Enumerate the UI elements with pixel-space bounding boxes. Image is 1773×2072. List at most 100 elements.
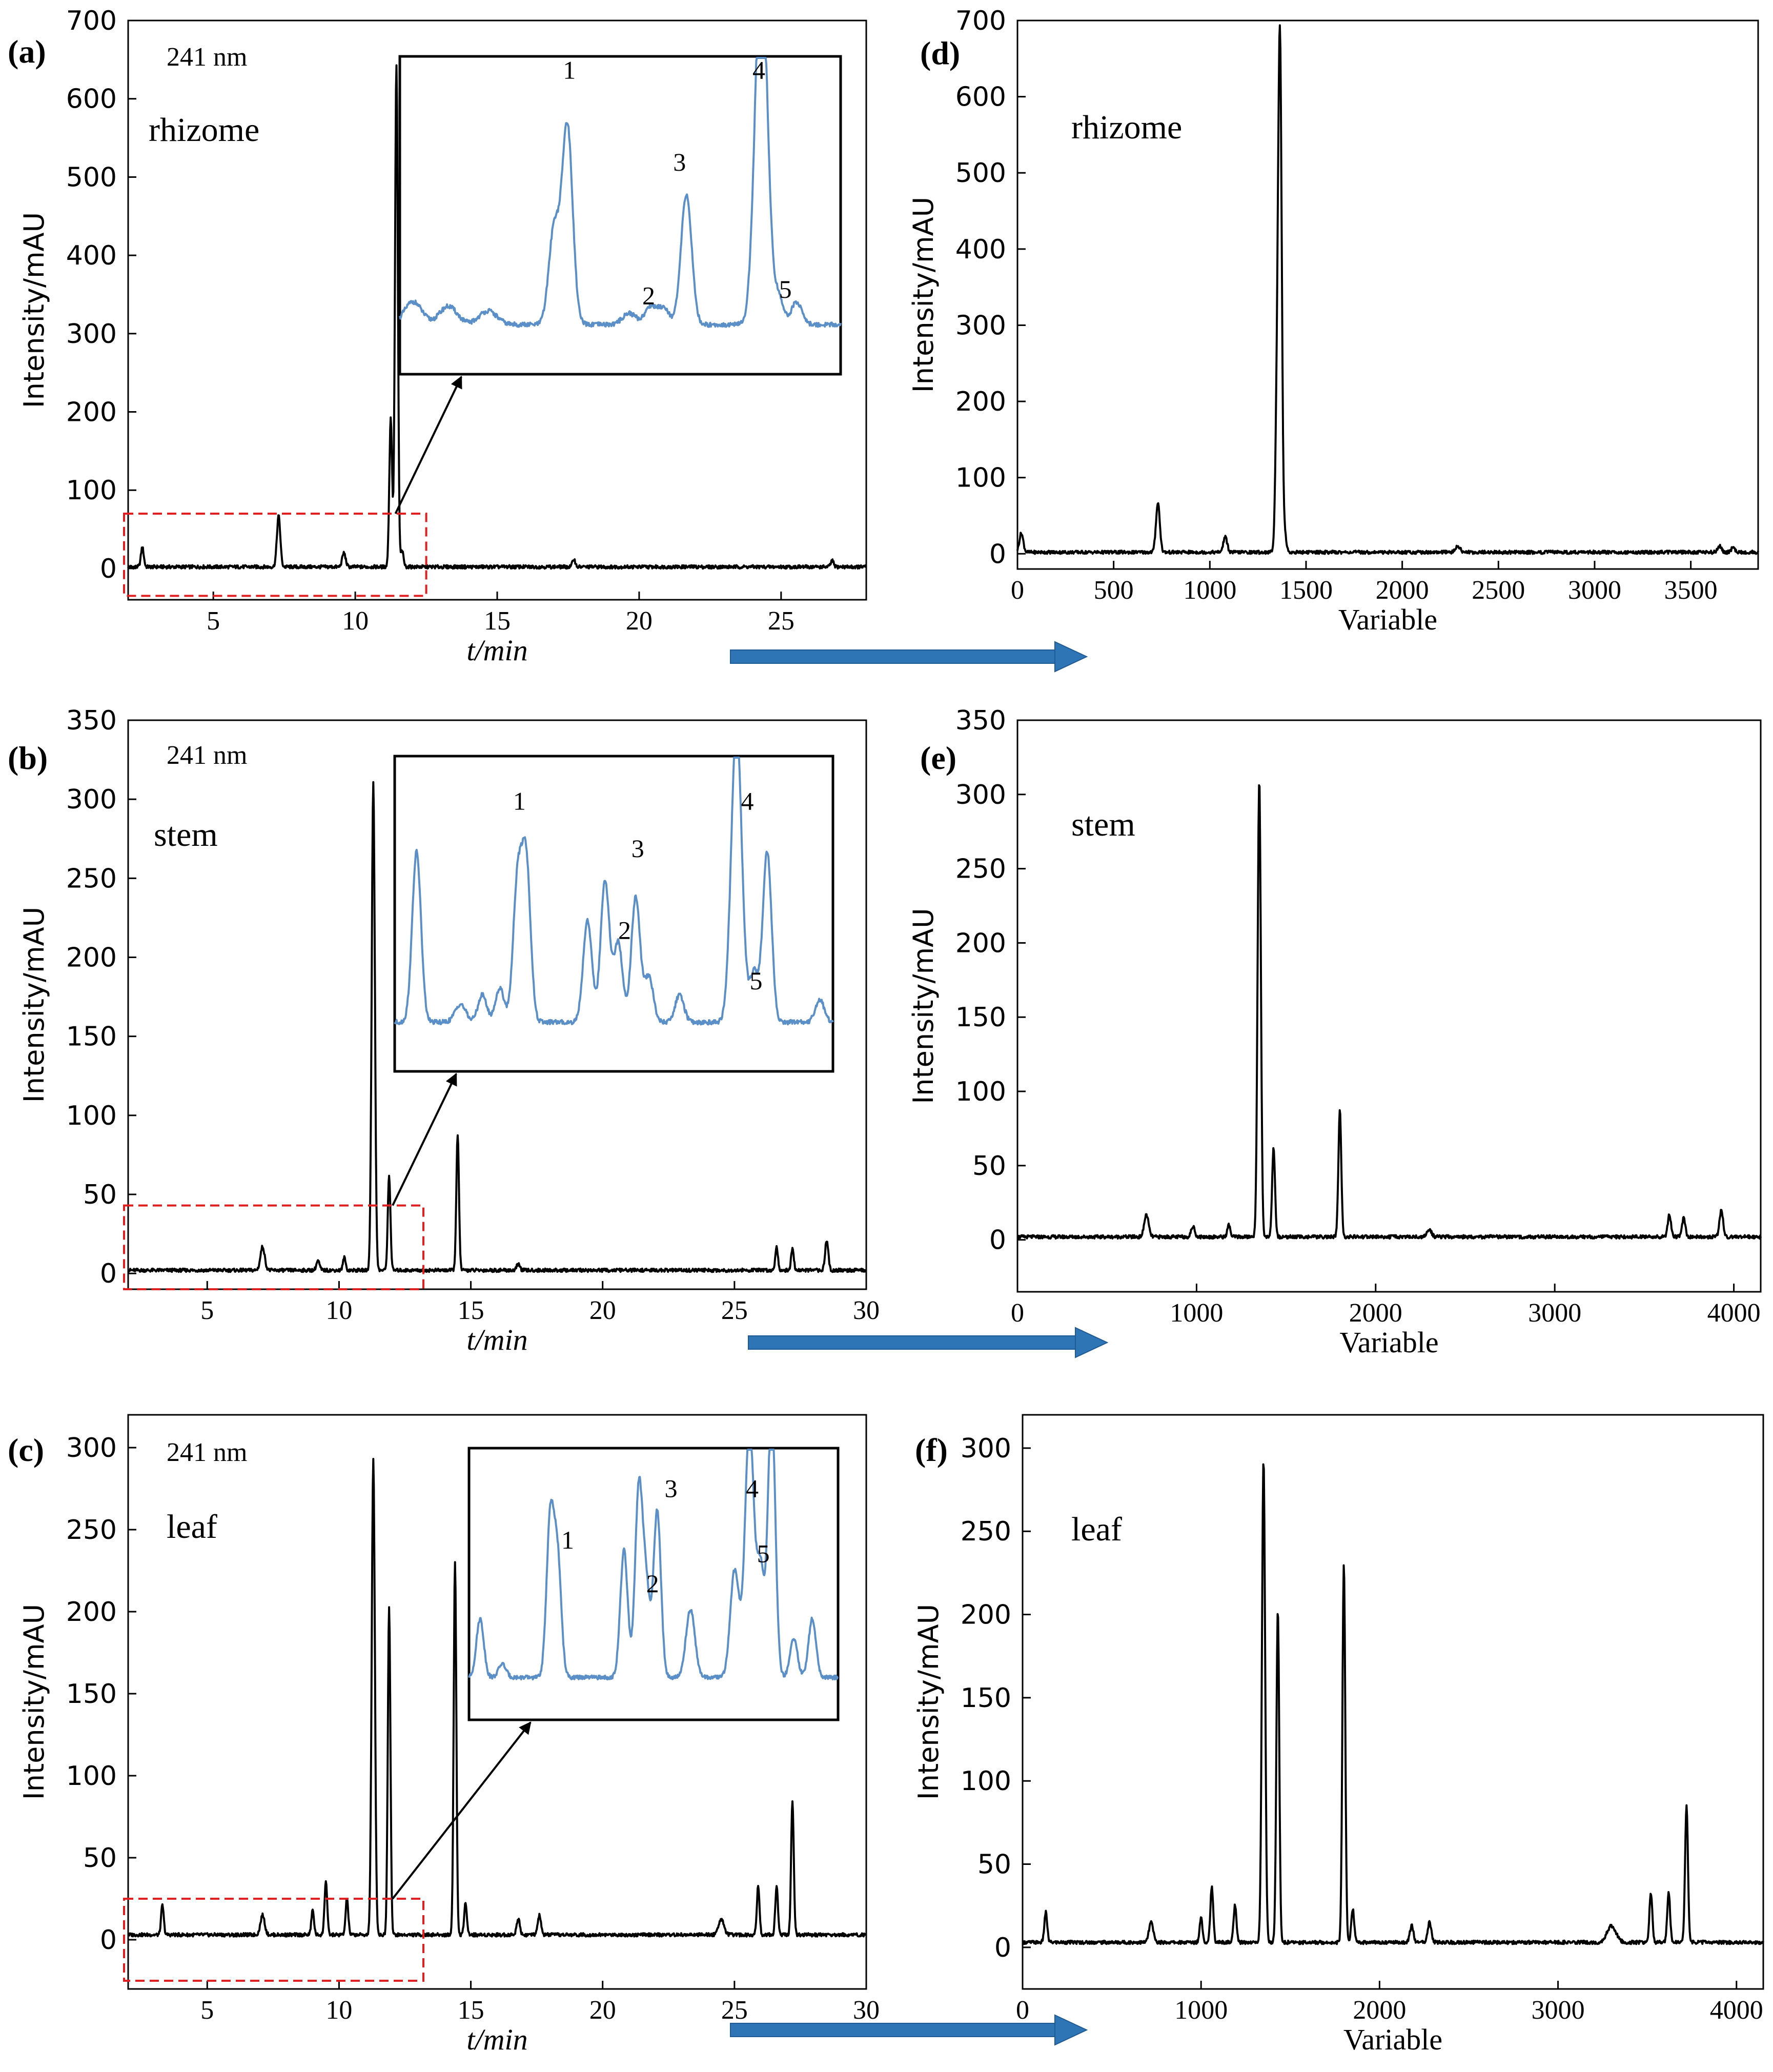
plot-frame-d (1016, 19, 1759, 570)
y-tick-label-e: 100 (955, 1076, 1006, 1107)
x-tick-label-c: 20 (589, 1996, 616, 2025)
inset-trace-c (468, 1449, 839, 1681)
y-tick-label-d: 300 (955, 310, 1006, 341)
inset-peak-label-c: 1 (561, 1526, 574, 1554)
x-tick-label-f: 4000 (1710, 1996, 1763, 2025)
y-tick-label-a: 700 (66, 6, 117, 36)
panel-label-c: (c) (8, 1432, 44, 1468)
wavelength-label-b: 241 nm (167, 741, 247, 770)
y-tick-label-f: 250 (961, 1516, 1011, 1547)
sample-label-f: leaf (1071, 1511, 1122, 1548)
wavelength-label-a: 241 nm (167, 43, 247, 72)
y-tick-label-a: 600 (66, 84, 117, 115)
y-tick-label-d: 100 (955, 463, 1006, 494)
y-axis-label-d: Intensity/mAU (907, 197, 940, 393)
inset-peak-label-c: 5 (757, 1539, 770, 1568)
sample-label-a: rhizome (149, 111, 259, 149)
inset-peak-label-b: 4 (741, 787, 753, 816)
x-tick-label-b: 25 (721, 1296, 748, 1325)
x-tick-label-c: 25 (721, 1996, 748, 2025)
y-tick-label-c: 100 (66, 1761, 117, 1792)
inset-peak-label-a: 1 (563, 55, 576, 84)
x-tick-label-e: 4000 (1707, 1298, 1761, 1328)
y-tick-label-f: 200 (961, 1600, 1011, 1631)
y-tick-label-e: 200 (955, 928, 1006, 959)
y-tick-label-d: 0 (989, 539, 1006, 570)
y-tick-label-d: 500 (955, 158, 1006, 189)
inset-peak-label-a: 2 (642, 281, 655, 310)
x-tick-label-b: 10 (325, 1296, 352, 1325)
x-tick-label-f: 1000 (1174, 1996, 1228, 2025)
y-axis-label-e: Intensity/mAU (907, 908, 940, 1104)
x-tick-label-a: 20 (626, 606, 653, 636)
y-tick-label-d: 700 (955, 6, 1006, 36)
y-tick-label-f: 300 (961, 1433, 1011, 1464)
x-axis-label-c: t/min (466, 2023, 527, 2056)
x-tick-label-e: 0 (1011, 1298, 1024, 1328)
y-tick-label-b: 250 (66, 863, 117, 894)
wavelength-label-c: 241 nm (167, 1438, 247, 1467)
trace-d (1016, 24, 1759, 555)
sample-label-b: stem (154, 816, 218, 854)
x-tick-label-d: 3000 (1568, 576, 1621, 605)
transform-arrow-c-to-f (730, 2014, 1088, 2046)
y-tick-label-c: 50 (83, 1843, 117, 1874)
x-tick-label-f: 2000 (1353, 1996, 1406, 2025)
y-tick-label-a: 200 (66, 397, 117, 428)
x-tick-label-d: 2500 (1472, 576, 1525, 605)
x-tick-label-c: 5 (200, 1996, 214, 2025)
trace-a (127, 64, 867, 570)
x-tick-label-a: 10 (342, 606, 369, 636)
y-tick-label-b: 150 (66, 1022, 117, 1052)
x-axis-label-f: Variable (1343, 2023, 1442, 2056)
y-tick-label-a: 100 (66, 475, 117, 506)
inset-peak-label-b: 2 (618, 916, 631, 945)
x-tick-label-d: 500 (1094, 576, 1134, 605)
transform-arrow-b-to-e (748, 1327, 1109, 1358)
inset-peak-label-a: 5 (779, 275, 792, 303)
x-tick-label-d: 0 (1011, 576, 1024, 605)
panel-d: 0 100 200 300 400 500 600 700 0 500 1000 1500 2000 25… (907, 6, 1759, 636)
y-tick-label-e: 300 (955, 780, 1006, 810)
x-tick-label-a: 15 (484, 606, 511, 636)
plot-frame-f (1022, 1414, 1764, 1990)
y-tick-label-d: 200 (955, 387, 1006, 417)
x-tick-label-b: 5 (200, 1296, 214, 1325)
inset-peak-label-c: 2 (646, 1569, 659, 1598)
x-tick-label-d: 1500 (1279, 576, 1333, 605)
y-tick-label-f: 0 (994, 1933, 1011, 1963)
x-tick-label-a: 25 (768, 606, 794, 636)
panel-label-e: (e) (920, 740, 956, 776)
y-tick-label-a: 0 (100, 554, 117, 584)
y-tick-label-a: 300 (66, 319, 117, 350)
inset-peak-label-a: 4 (752, 55, 765, 84)
trace-f (1022, 1463, 1764, 1945)
plot-frame-b (127, 719, 867, 1290)
zoom-region-box-b (123, 1204, 424, 1290)
y-tick-label-b: 0 (100, 1258, 117, 1289)
zoom-region-box-a (123, 513, 427, 597)
x-tick-label-f: 3000 (1532, 1996, 1585, 2025)
x-tick-label-b: 15 (458, 1296, 484, 1325)
inset-peak-label-b: 3 (631, 834, 644, 863)
zoom-region-box-c (123, 1898, 424, 1982)
y-tick-label-a: 500 (66, 162, 117, 193)
x-axis-label-b: t/min (466, 1323, 527, 1356)
sample-label-d: rhizome (1071, 109, 1182, 146)
y-tick-label-e: 150 (955, 1002, 1006, 1033)
x-tick-label-f: 0 (1016, 1996, 1029, 2025)
x-tick-label-d: 3500 (1664, 576, 1718, 605)
y-tick-label-c: 300 (66, 1433, 117, 1464)
x-tick-label-e: 2000 (1349, 1298, 1402, 1328)
x-tick-label-e: 3000 (1528, 1298, 1581, 1328)
y-tick-label-f: 50 (977, 1850, 1011, 1880)
x-tick-label-e: 1000 (1170, 1298, 1223, 1328)
zoom-arrow-c (392, 1721, 532, 1900)
y-tick-label-b: 350 (66, 705, 117, 736)
x-tick-label-c: 30 (853, 1996, 880, 2025)
inset-trace-a (399, 57, 842, 328)
